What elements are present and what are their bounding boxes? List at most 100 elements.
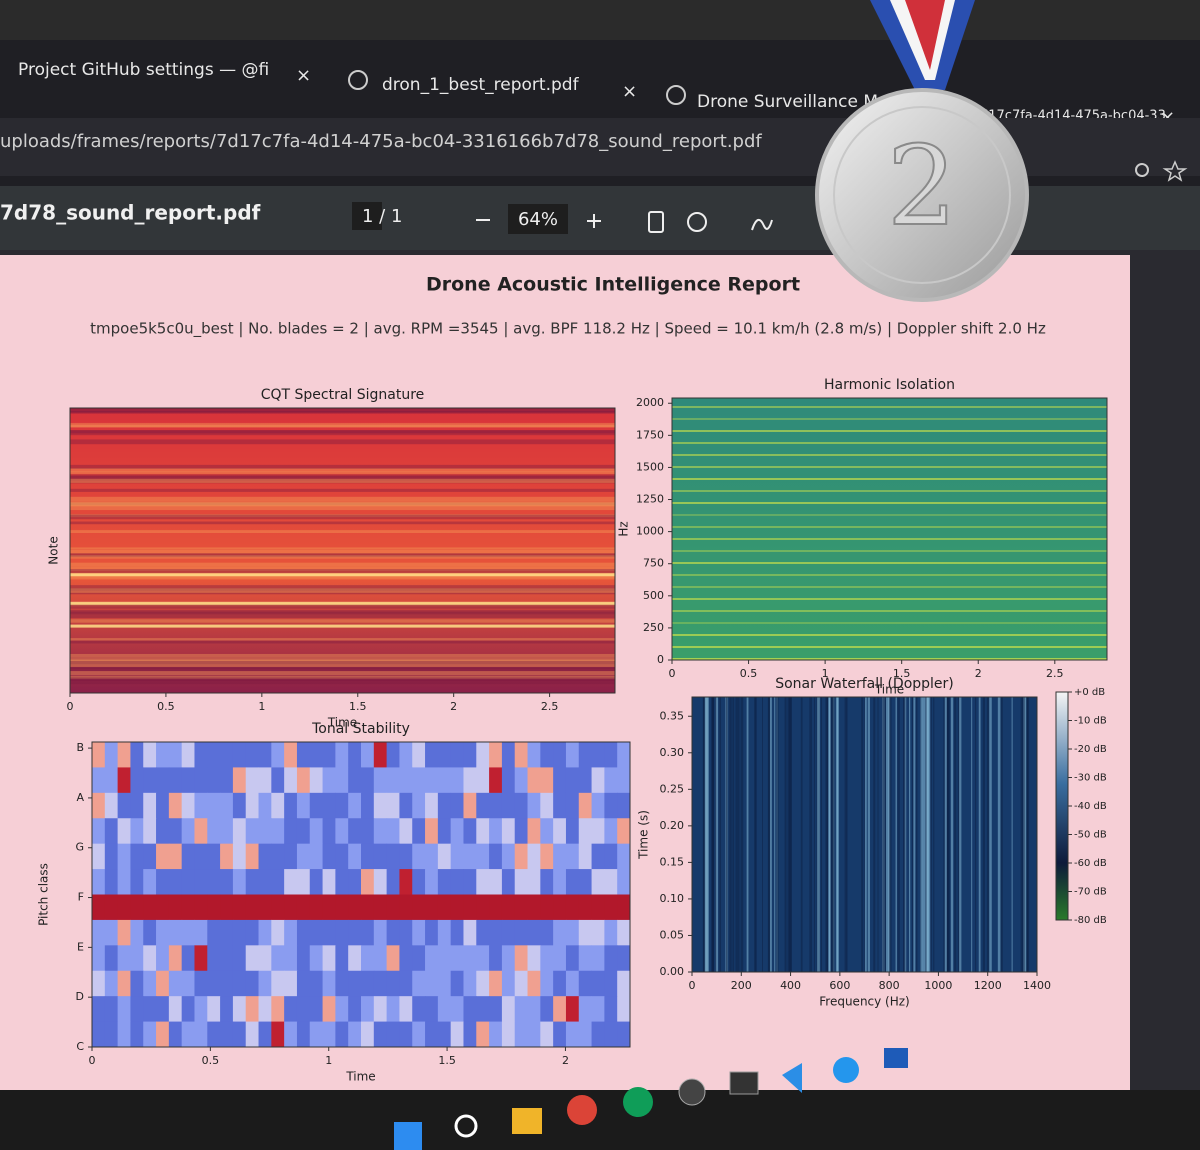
heatmap-cell <box>220 843 234 870</box>
rotate-button[interactable] <box>687 212 707 232</box>
heatmap-cell <box>617 869 631 895</box>
waterfall-line <box>922 697 926 972</box>
app-icon[interactable] <box>678 1078 706 1106</box>
x-tick-label: 0.5 <box>740 667 758 680</box>
heatmap-cell <box>450 843 464 870</box>
heatmap-cell <box>194 945 208 972</box>
waterfall-line <box>889 697 892 972</box>
heatmap-cell <box>527 945 541 972</box>
y-tick-label: 1500 <box>636 460 664 473</box>
heatmap-cell <box>591 919 605 946</box>
heatmap-cell <box>450 792 464 819</box>
heatmap-cell <box>425 919 439 946</box>
page-input[interactable] <box>352 202 382 230</box>
tab[interactable]: Project GitHub settings — @fi <box>18 60 269 80</box>
heatmap-cell <box>565 818 580 845</box>
search-icon[interactable] <box>1135 163 1149 177</box>
heatmap-cell <box>565 996 580 1023</box>
heatmap-cell <box>489 767 503 794</box>
heatmap-cell <box>284 1021 298 1048</box>
heatmap-cell <box>527 894 541 921</box>
heatmap-cell <box>425 792 439 819</box>
start-button[interactable] <box>394 1122 422 1150</box>
heatmap-cell <box>463 869 477 895</box>
heatmap-cell <box>258 970 272 997</box>
heatmap-cell <box>437 894 452 921</box>
heatmap-cell <box>514 970 529 997</box>
heatmap-cell <box>578 742 593 768</box>
heatmap-cell <box>527 970 541 997</box>
zoom-input[interactable] <box>508 204 568 234</box>
tab[interactable]: Drone Surveillance Map <box>697 92 899 112</box>
heatmap-cell <box>604 869 618 895</box>
heatmap-cell <box>156 919 170 946</box>
vscode-icon[interactable] <box>782 1063 802 1093</box>
x-tick-label: 0 <box>689 979 696 992</box>
waterfall-line <box>712 697 714 972</box>
plot-title: Harmonic Isolation <box>824 377 955 393</box>
heatmap-cell <box>335 742 349 768</box>
heatmap-cell <box>156 945 170 972</box>
chrome-icon[interactable] <box>567 1095 597 1125</box>
y-tick-label: 0.00 <box>660 965 685 978</box>
heatmap-cell <box>437 767 452 794</box>
heatmap-cell <box>143 1021 157 1048</box>
heatmap-cell <box>271 843 285 870</box>
heatmap-cell <box>271 970 285 997</box>
waterfall-line <box>867 697 870 972</box>
y-tick-label: 250 <box>643 621 664 634</box>
heatmap-cell <box>514 818 529 845</box>
y-tick-label: 1000 <box>636 525 664 538</box>
heatmap-cell <box>489 970 503 997</box>
tab-close[interactable]: × <box>622 81 637 102</box>
spectrogram-band <box>70 530 615 533</box>
spectrogram <box>70 408 615 693</box>
heatmap-cell <box>220 742 234 768</box>
zoom-in[interactable] <box>587 214 601 228</box>
tab-close[interactable]: × <box>296 65 311 86</box>
heatmap-cell <box>386 792 400 819</box>
spectrogram-harmonic <box>672 454 1107 456</box>
waterfall-line <box>825 697 829 972</box>
heatmap-cell <box>463 945 477 972</box>
url[interactable]: uploads/frames/reports/7d17c7fa-4d14-475… <box>0 131 762 152</box>
fit-button[interactable] <box>648 211 664 233</box>
explorer-icon[interactable] <box>512 1108 542 1134</box>
spectrogram-band <box>70 514 615 518</box>
chrome-icon[interactable] <box>623 1087 653 1117</box>
heatmap-cell <box>335 919 349 946</box>
spectrogram-band <box>70 555 615 559</box>
heatmap-cell <box>143 742 157 768</box>
tab[interactable]: dron_1_best_report.pdf <box>382 75 580 95</box>
heatmap-cell <box>143 945 157 972</box>
heatmap-cell <box>296 919 311 946</box>
heatmap-cell <box>361 767 375 794</box>
heatmap-cell <box>117 818 131 845</box>
waterfall-line <box>913 697 916 972</box>
waterfall-line <box>809 697 813 972</box>
terminal-icon[interactable] <box>729 1071 759 1095</box>
draw-button[interactable] <box>751 219 773 231</box>
search-button[interactable] <box>454 1114 478 1138</box>
heatmap-cell <box>386 919 400 946</box>
heatmap-cell <box>361 1021 375 1048</box>
heatmap-cell <box>399 818 413 845</box>
heatmap-cell <box>207 945 221 972</box>
heatmap-cell <box>168 919 183 946</box>
waterfall-line <box>861 697 863 972</box>
heatmap-cell <box>245 742 260 768</box>
heatmap-cell <box>501 843 516 870</box>
heatmap-cell <box>258 818 272 845</box>
heatmap-cell <box>104 742 119 768</box>
heatmap-cell <box>617 792 631 819</box>
heatmap-cell <box>207 894 221 921</box>
docker-icon[interactable] <box>833 1057 859 1083</box>
heatmap-cell <box>361 742 375 768</box>
waterfall-line <box>925 697 927 972</box>
heatmap-cell <box>143 818 157 845</box>
bookmark-icon[interactable] <box>1162 160 1188 182</box>
heatmap-cell <box>130 742 144 768</box>
powershell-icon[interactable] <box>884 1048 908 1068</box>
heatmap-cell <box>143 970 157 997</box>
